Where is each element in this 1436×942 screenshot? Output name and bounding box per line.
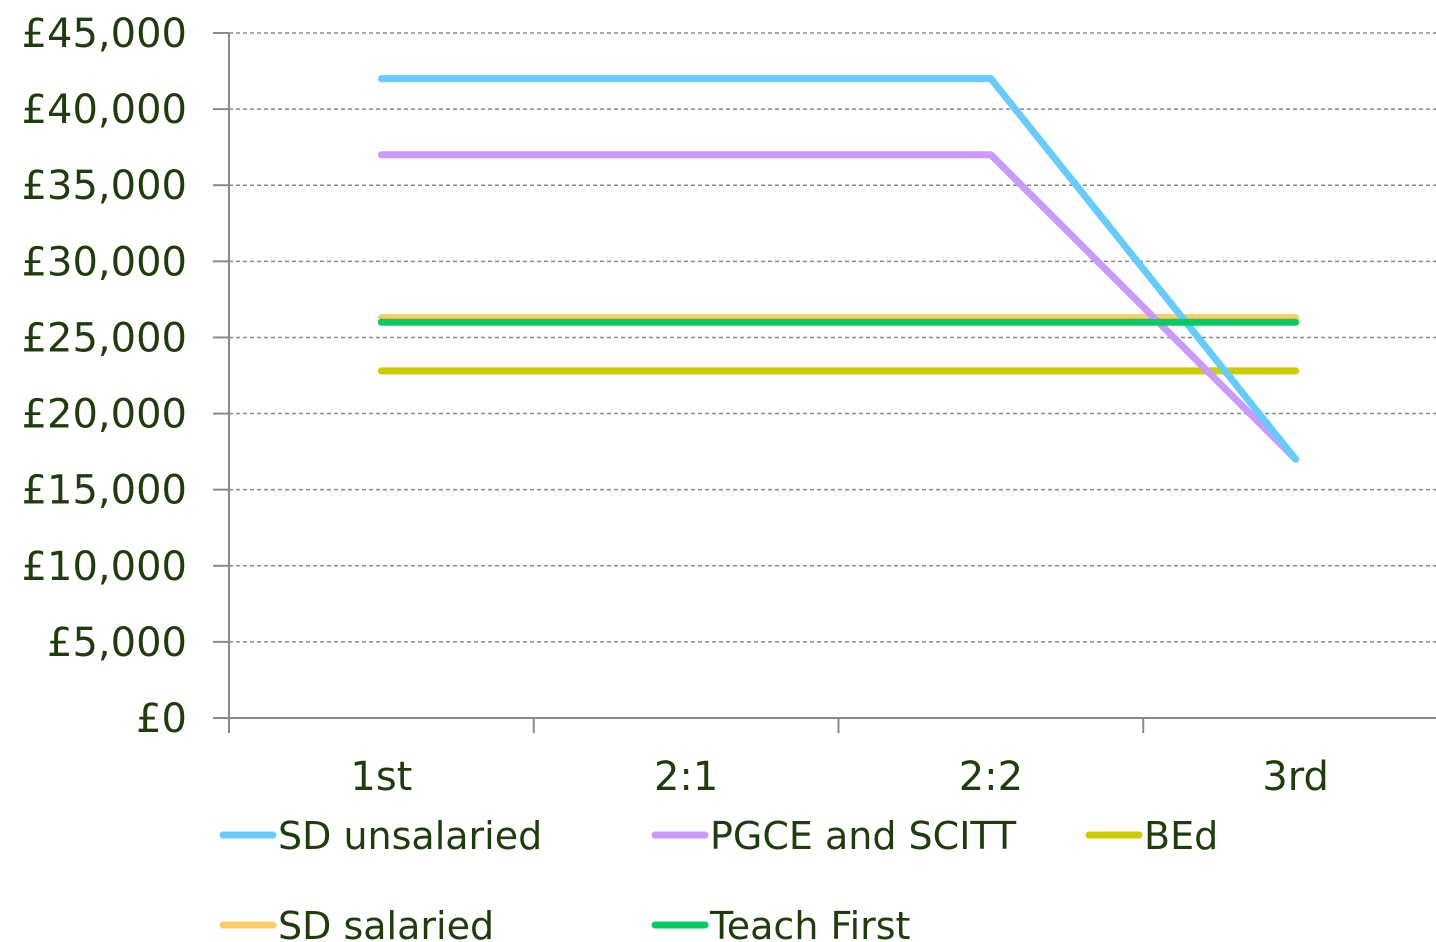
y-tick-label: £35,000 — [22, 163, 187, 209]
legend-label-sd-salaried: SD salaried — [278, 904, 494, 942]
legend-label-sd-unsalaried: SD unsalaried — [278, 814, 542, 858]
y-tick-label: £15,000 — [22, 468, 187, 514]
series-line-pgce-and-scitt — [377, 151, 1300, 463]
y-tick-label: £0 — [136, 696, 187, 742]
legend-label-bed: BEd — [1144, 814, 1218, 858]
y-tick-label: £5,000 — [47, 620, 187, 666]
axes — [228, 33, 1436, 719]
x-tick-label: 2:2 — [959, 754, 1023, 800]
y-tick-label: £40,000 — [22, 87, 187, 133]
y-axis-ticks: £0 £5,000 £10,000 £15,000 £20,000 £25,000 £30,… — [22, 11, 229, 742]
x-tick-label: 3rd — [1262, 754, 1329, 800]
series-line-sd-unsalaried — [377, 75, 1300, 463]
x-axis-ticks: 1st 2:1 2:2 3rd — [228, 718, 1329, 800]
legend: SD unsalaried PGCE and SCITT BEd SD salarie… — [219, 814, 1218, 942]
y-tick-label: £45,000 — [22, 11, 187, 57]
series-lines — [377, 75, 1300, 463]
x-tick-label: 1st — [350, 754, 412, 800]
y-tick-label: £20,000 — [22, 392, 187, 438]
y-tick-label: £30,000 — [22, 239, 187, 285]
legend-label-teach-first: Teach First — [709, 904, 910, 942]
gridlines — [229, 32, 1436, 643]
y-tick-label: £25,000 — [22, 315, 187, 361]
y-tick-label: £10,000 — [22, 544, 187, 590]
legend-label-pgce-and-scitt: PGCE and SCITT — [710, 814, 1017, 858]
x-tick-label: 2:1 — [654, 754, 718, 800]
